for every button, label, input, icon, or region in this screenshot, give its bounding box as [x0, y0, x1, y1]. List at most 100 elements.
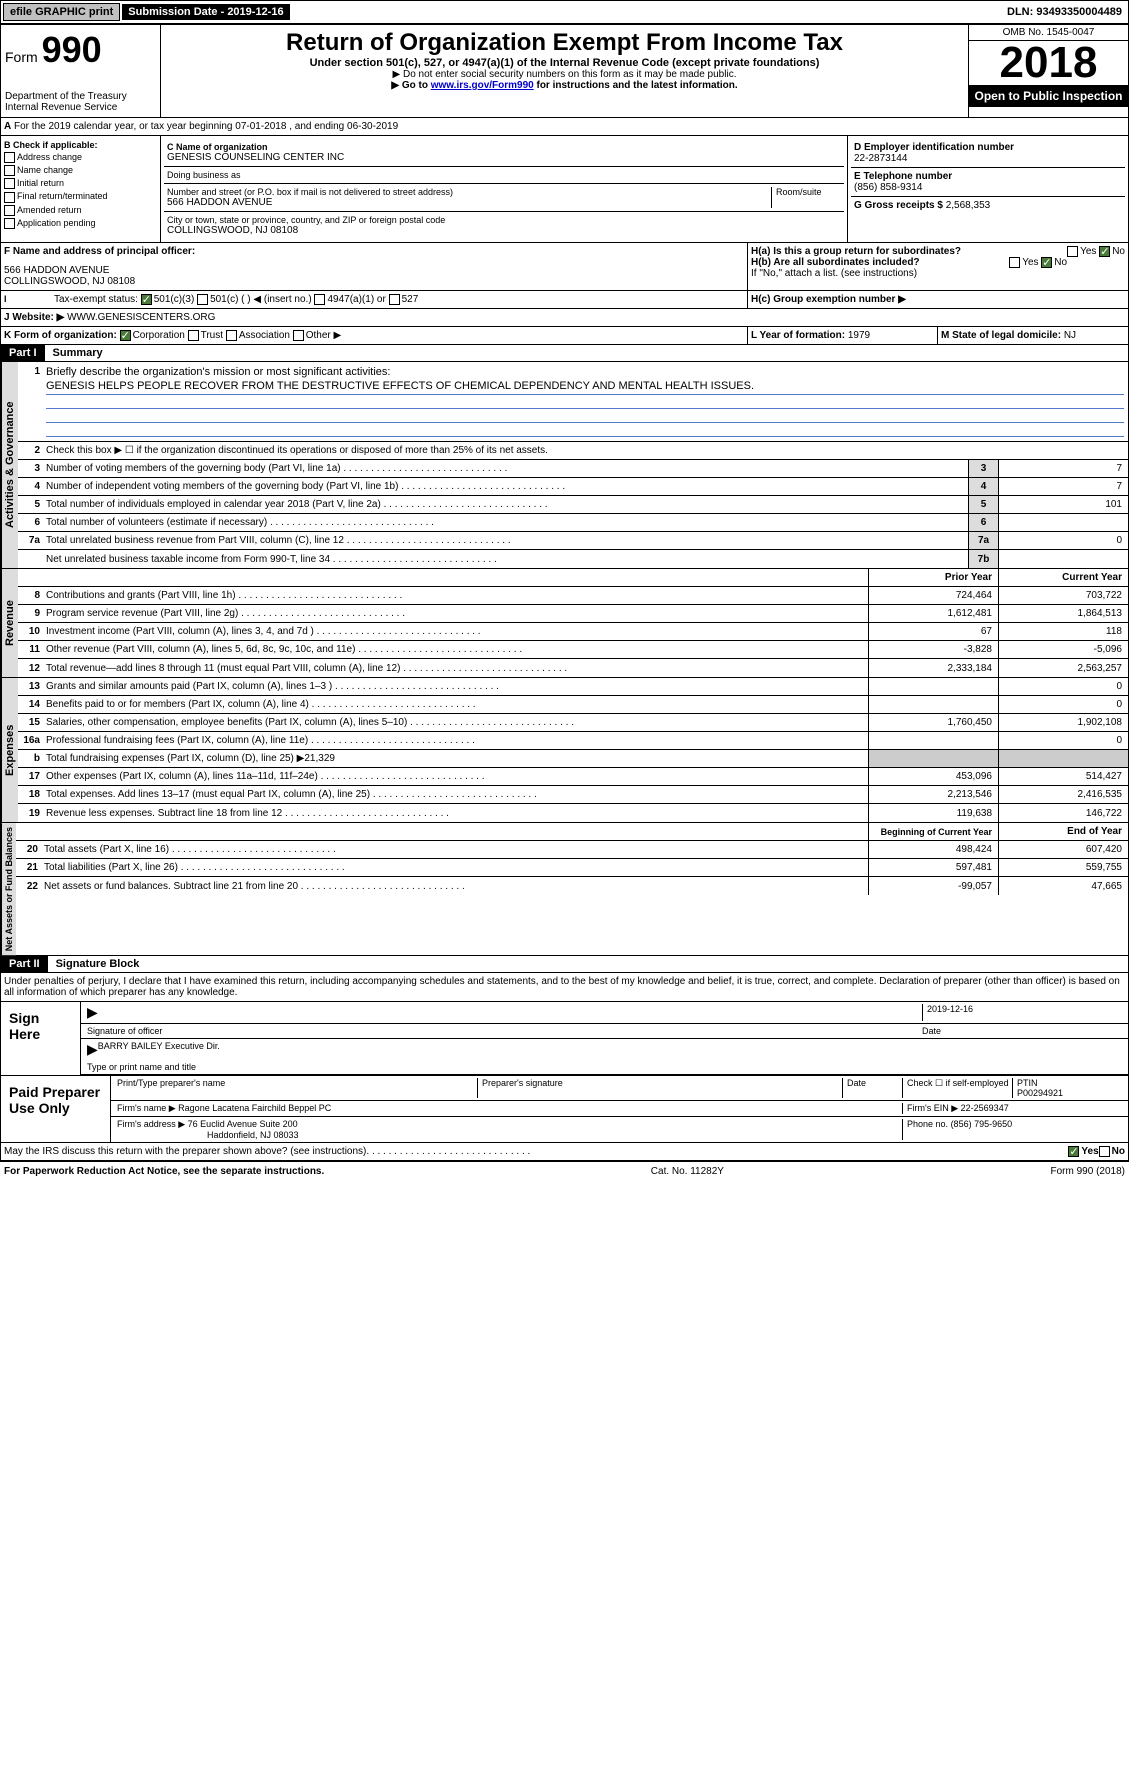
chk-pending[interactable]: Application pending [17, 218, 96, 228]
gross-value: 2,568,353 [946, 200, 991, 211]
tax-status-label: Tax-exempt status: [54, 294, 138, 305]
501c3[interactable]: 501(c)(3) [154, 294, 195, 305]
city-label: City or town, state or province, country… [167, 215, 841, 225]
tax-year: 2018 [969, 41, 1128, 85]
paid-preparer-block: Paid Preparer Use Only Print/Type prepar… [0, 1076, 1129, 1143]
footer: For Paperwork Reduction Act Notice, see … [0, 1161, 1129, 1181]
firm-phone: (856) 795-9650 [951, 1119, 1013, 1129]
goto-post: for instructions and the latest informat… [534, 80, 738, 91]
section-c: C Name of organizationGENESIS COUNSELING… [161, 136, 848, 242]
website-value: WWW.GENESISCENTERS.ORG [67, 312, 215, 323]
501c[interactable]: 501(c) ( ) ◀ (insert no.) [210, 294, 312, 305]
section-fh: F Name and address of principal officer:… [0, 243, 1129, 291]
form-header: Form 990 Department of the Treasury Inte… [0, 24, 1129, 118]
ein-value: 22-2873144 [854, 153, 1122, 164]
chk-address[interactable]: Address change [17, 152, 82, 162]
revenue-section: Revenue Prior YearCurrent Year 8Contribu… [0, 569, 1129, 678]
hb-label: H(b) Are all subordinates included? [751, 257, 920, 268]
line2: Check this box ▶ ☐ if the organization d… [46, 443, 1128, 458]
hb-yes[interactable]: Yes [1022, 257, 1038, 268]
open-public: Open to Public Inspection [969, 85, 1128, 107]
discuss-yes[interactable]: Yes [1081, 1146, 1098, 1157]
chk-name[interactable]: Name change [17, 165, 73, 175]
prep-sig-label: Preparer's signature [477, 1078, 842, 1098]
form-subtitle: Under section 501(c), 527, or 4947(a)(1)… [165, 57, 964, 69]
officer-label: F Name and address of principal officer: [4, 246, 744, 257]
expenses-sidebar: Expenses [1, 678, 18, 822]
rev-line: 8Contributions and grants (Part VIII, li… [18, 587, 1128, 605]
expenses-section: Expenses 13Grants and similar amounts pa… [0, 678, 1129, 823]
sign-block: Sign Here ▶2019-12-16 Signature of offic… [0, 1002, 1129, 1076]
part2-title: Signature Block [48, 958, 140, 970]
ein-label: D Employer identification number [854, 142, 1122, 153]
k-trust[interactable]: Trust [201, 330, 223, 341]
netassets-sidebar: Net Assets or Fund Balances [1, 823, 16, 955]
ha-yes[interactable]: Yes [1080, 246, 1096, 257]
discuss-label: May the IRS discuss this return with the… [4, 1146, 366, 1157]
firm-phone-label: Phone no. [907, 1119, 948, 1129]
phone-label: E Telephone number [854, 171, 1122, 182]
gov-line: 7aTotal unrelated business revenue from … [18, 532, 1128, 550]
k-corp[interactable]: Corporation [133, 330, 185, 341]
footer-mid: Cat. No. 11282Y [651, 1166, 724, 1177]
org-name: GENESIS COUNSELING CENTER INC [167, 152, 841, 163]
netassets-section: Net Assets or Fund Balances Beginning of… [0, 823, 1129, 956]
hb-no[interactable]: No [1054, 257, 1067, 268]
k-assoc[interactable]: Association [239, 330, 290, 341]
k-other[interactable]: Other ▶ [306, 330, 341, 341]
governance-section: Activities & Governance 1 Briefly descri… [0, 362, 1129, 569]
gov-line: Net unrelated business taxable income fr… [18, 550, 1128, 568]
ptin-label: PTIN [1017, 1078, 1038, 1088]
self-emp-label: Check ☐ if self-employed [902, 1078, 1012, 1098]
discuss-no[interactable]: No [1112, 1146, 1125, 1157]
section-b-label: B Check if applicable: [4, 139, 157, 151]
irs-link[interactable]: www.irs.gov/Form990 [431, 80, 534, 91]
section-klm: K Form of organization: Corporation Trus… [0, 327, 1129, 345]
m-label: M State of legal domicile: [941, 330, 1061, 341]
exp-line: bTotal fundraising expenses (Part IX, co… [18, 750, 1128, 768]
officer-addr2: COLLINGSWOOD, NJ 08108 [4, 276, 744, 287]
527[interactable]: 527 [402, 294, 419, 305]
net-line: 21Total liabilities (Part X, line 26)597… [16, 859, 1128, 877]
rev-line: 12Total revenue—add lines 8 through 11 (… [18, 659, 1128, 677]
form-label: Form [5, 49, 38, 65]
ha-no[interactable]: No [1112, 246, 1125, 257]
date-label: Date [922, 1026, 1122, 1036]
gov-line: 6Total number of volunteers (estimate if… [18, 514, 1128, 532]
submission-date: Submission Date - 2019-12-16 [122, 4, 289, 20]
dba-label: Doing business as [167, 170, 841, 180]
section-b: B Check if applicable: Address change Na… [1, 136, 161, 242]
firm-addr-label: Firm's address ▶ [117, 1119, 185, 1129]
gov-line: 3Number of voting members of the governi… [18, 460, 1128, 478]
rev-line: 11Other revenue (Part VIII, column (A), … [18, 641, 1128, 659]
exp-line: 17Other expenses (Part IX, column (A), l… [18, 768, 1128, 786]
firm-name: Ragone Lacatena Fairchild Beppel PC [178, 1103, 331, 1113]
chk-amended[interactable]: Amended return [17, 205, 82, 215]
exp-line: 14Benefits paid to or for members (Part … [18, 696, 1128, 714]
officer-name: BARRY BAILEY Executive Dir. [98, 1041, 220, 1058]
sign-date: 2019-12-16 [922, 1004, 1122, 1021]
l-label: L Year of formation: [751, 330, 845, 341]
firm-ein-label: Firm's EIN ▶ [907, 1103, 958, 1113]
chk-final[interactable]: Final return/terminated [17, 191, 108, 201]
part2-header: Part II [1, 956, 48, 972]
efile-button[interactable]: efile GRAPHIC print [3, 3, 120, 21]
footer-left: For Paperwork Reduction Act Notice, see … [4, 1166, 324, 1177]
part1-title: Summary [45, 347, 103, 359]
org-city: COLLINGSWOOD, NJ 08108 [167, 225, 841, 236]
k-label: K Form of organization: [4, 330, 117, 341]
firm-ein: 22-2569347 [961, 1103, 1009, 1113]
irs-label: Internal Revenue Service [5, 102, 156, 113]
exp-line: 19Revenue less expenses. Subtract line 1… [18, 804, 1128, 822]
h-note: If "No," attach a list. (see instruction… [751, 268, 1125, 279]
4947[interactable]: 4947(a)(1) or [327, 294, 385, 305]
officer-addr1: 566 HADDON AVENUE [4, 265, 744, 276]
net-line: 22Net assets or fund balances. Subtract … [16, 877, 1128, 895]
gross-label: G Gross receipts $ [854, 200, 943, 211]
m-value: NJ [1064, 330, 1076, 341]
info-block: B Check if applicable: Address change Na… [0, 136, 1129, 243]
hc-label: H(c) Group exemption number ▶ [751, 294, 906, 305]
topbar: efile GRAPHIC print Submission Date - 20… [0, 0, 1129, 24]
chk-initial[interactable]: Initial return [17, 178, 64, 188]
exp-line: 15Salaries, other compensation, employee… [18, 714, 1128, 732]
